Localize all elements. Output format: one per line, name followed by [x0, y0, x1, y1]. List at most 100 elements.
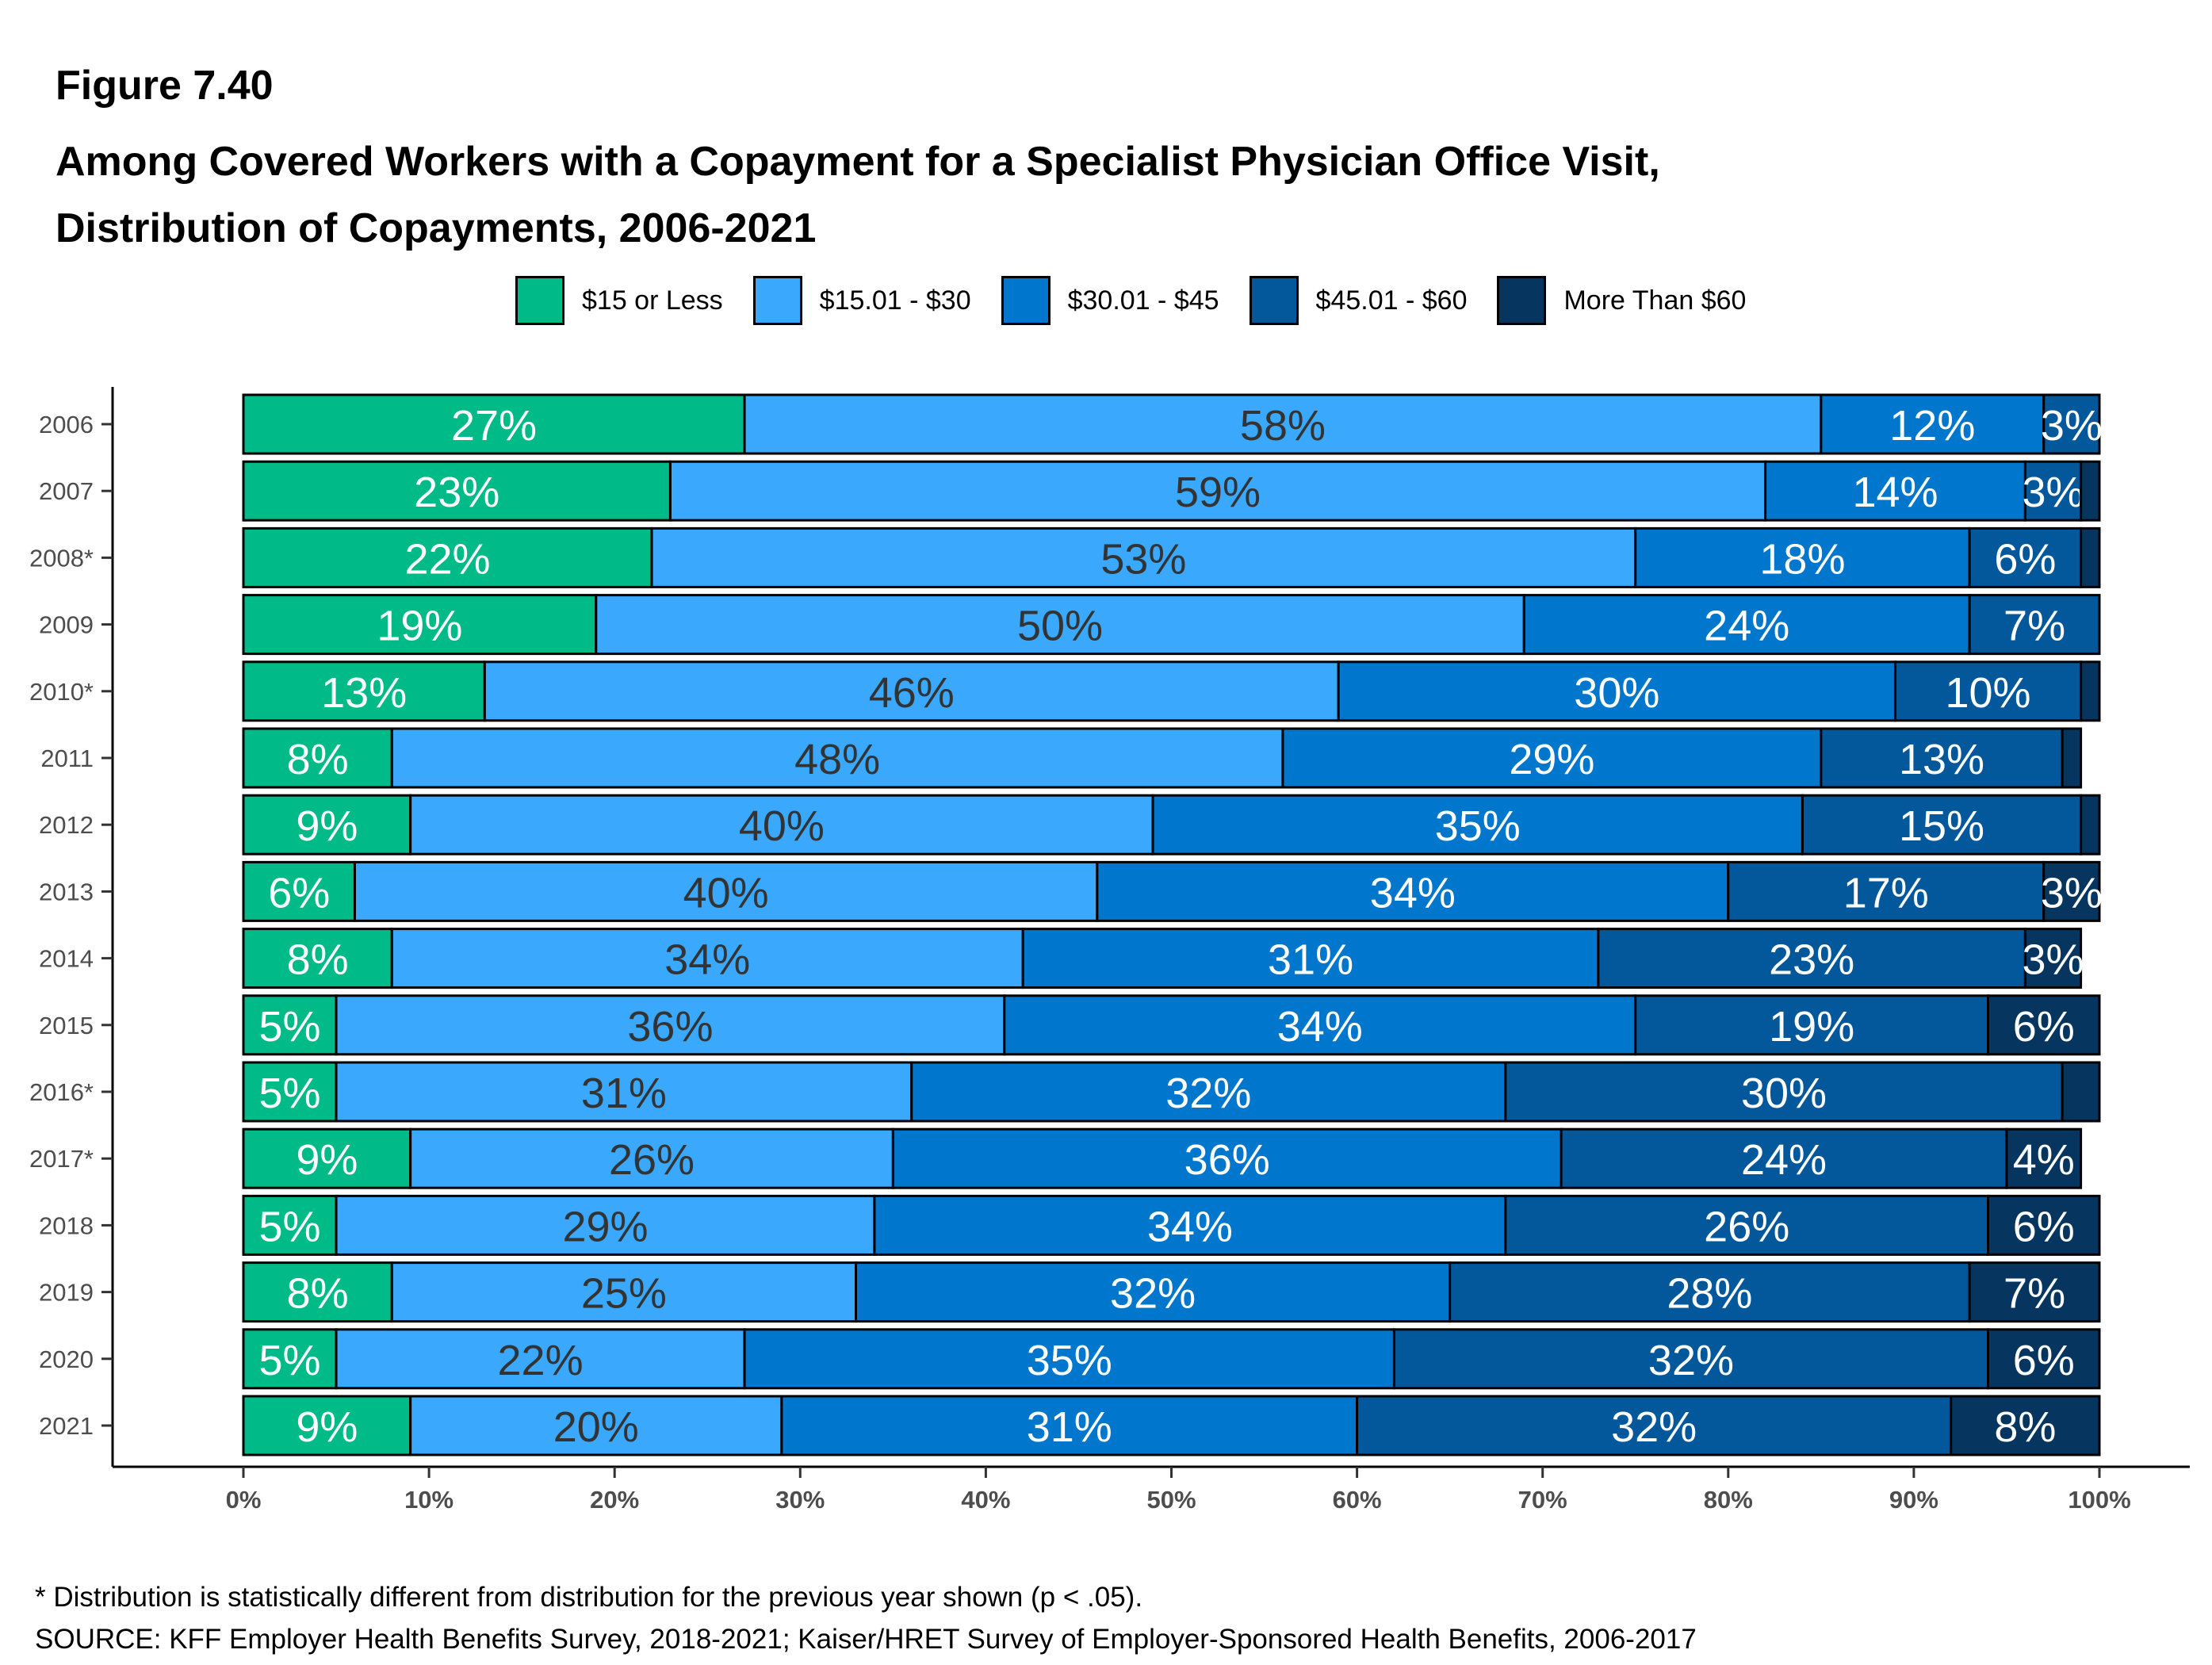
y-tick-label: 2016* [29, 1078, 94, 1106]
bar-segment [409, 1395, 783, 1456]
bar-data-label: 5% [259, 1203, 321, 1250]
y-tick-label: 2010* [29, 678, 94, 706]
bar-segment [668, 460, 1767, 522]
bar-segment [1968, 594, 2101, 656]
bar-segment [242, 860, 356, 922]
bar-data-label: 36% [1184, 1136, 1270, 1184]
y-tick-label: 2011 [40, 744, 94, 772]
bar-data-label: 32% [1648, 1337, 1734, 1384]
bar-segment [335, 1061, 913, 1123]
x-tick-label: 0% [226, 1486, 262, 1514]
bar-segment [1987, 1194, 2101, 1256]
y-tick-label: 2007 [39, 477, 94, 505]
legend-item: $15.01 - $30 [752, 276, 971, 325]
y-tick-label: 2013 [39, 878, 94, 905]
bar-data-label: 19% [1769, 1003, 1854, 1051]
bar-data-label: 5% [259, 1070, 321, 1117]
bar-segment [1764, 460, 2026, 522]
legend-item: $15 or Less [515, 276, 723, 325]
bar-segment [1021, 928, 1600, 989]
bar-segment [1504, 1061, 2064, 1123]
bar-segment [242, 660, 486, 722]
bar-data-label: 31% [1268, 936, 1353, 984]
bar-data-label: 8% [287, 736, 349, 783]
bar-data-label: 3% [2041, 869, 2103, 917]
x-tick-label: 40% [961, 1486, 1010, 1514]
legend-label: $15 or Less [582, 285, 723, 316]
bar-data-label: 3% [2041, 402, 2103, 450]
bar-data-label: 5% [259, 1337, 321, 1384]
y-tick-label: 2018 [39, 1211, 94, 1239]
bar-data-label: 23% [1769, 936, 1854, 984]
bar-segment [1337, 660, 1896, 722]
bar-segment [2080, 526, 2101, 588]
y-tick-label: 2015 [39, 1012, 94, 1039]
bar-data-label: 19% [377, 603, 462, 650]
bar-data-label: 53% [1100, 535, 1186, 583]
legend-item: $30.01 - $45 [1001, 276, 1219, 325]
bar-segment [242, 1194, 338, 1256]
bar-data-label: 7% [2003, 1270, 2065, 1318]
bar-segment [242, 526, 653, 588]
bar-segment [1801, 794, 2083, 855]
x-tick-label: 20% [590, 1486, 639, 1514]
x-tick-label: 60% [1333, 1486, 1382, 1514]
bar-segment [1356, 1395, 1953, 1456]
bar-segment [242, 460, 672, 522]
chart-title-line-1: Among Covered Workers with a Copayment f… [55, 139, 1660, 185]
source-note: SOURCE: KFF Employer Health Benefits Sur… [35, 1624, 1697, 1655]
bar-data-label: 34% [1147, 1203, 1233, 1250]
y-tick-label: 2012 [39, 811, 94, 839]
bar-data-label: 22% [404, 535, 490, 583]
bar-data-label: 32% [1611, 1403, 1697, 1451]
bar-segment [2080, 460, 2101, 522]
bar-segment [335, 1328, 746, 1390]
bar-segment [780, 1395, 1359, 1456]
bar-data-label: 35% [1027, 1337, 1112, 1384]
bar-data-label: 29% [1509, 736, 1594, 783]
x-tick-label: 70% [1518, 1486, 1567, 1514]
bar-data-label: 25% [581, 1270, 667, 1318]
chart-legend: $15 or Less $15.01 - $30 $30.01 - $45 $45.0… [515, 276, 1776, 325]
bar-data-label: 22% [498, 1337, 584, 1384]
legend-swatch [752, 276, 802, 325]
bar-data-label: 7% [2003, 603, 2065, 650]
bar-data-label: 13% [1899, 736, 1984, 783]
y-tick-label: 2017* [29, 1145, 94, 1173]
bar-segment [1151, 794, 1804, 855]
bar-data-label: 6% [2013, 1203, 2075, 1250]
bar-data-label: 8% [1994, 1403, 2056, 1451]
bar-data-label: 40% [683, 869, 769, 917]
bar-data-label: 59% [1175, 469, 1261, 516]
bar-segment [1096, 860, 1730, 922]
y-tick-label: 2021 [39, 1412, 94, 1440]
bar-data-label: 17% [1843, 869, 1929, 917]
bar-data-label: 36% [627, 1003, 713, 1051]
bar-segment [1820, 393, 2046, 455]
bar-data-label: 34% [1370, 869, 1456, 917]
bar-segment [1281, 727, 1823, 789]
y-tick-label: 2009 [39, 611, 94, 639]
bar-segment [1950, 1395, 2101, 1456]
bar-data-label: 26% [609, 1136, 695, 1184]
bar-data-label: 20% [553, 1403, 639, 1451]
bar-data-label: 14% [1852, 469, 1938, 516]
bar-segment [2080, 660, 2101, 722]
legend-swatch [1249, 276, 1299, 325]
x-tick-label: 90% [1889, 1486, 1938, 1514]
bar-data-label: 3% [2022, 469, 2084, 516]
bar-segment [2080, 794, 2101, 855]
legend-item: $45.01 - $60 [1249, 276, 1467, 325]
legend-swatch [1001, 276, 1051, 325]
bar-segment [242, 994, 338, 1056]
bar-segment [242, 727, 393, 789]
bar-segment [2061, 1061, 2101, 1123]
bar-segment [242, 1261, 393, 1323]
chart-title: Among Covered Workers with a Copayment f… [55, 128, 2117, 262]
bar-segment [891, 1127, 1563, 1189]
bar-data-label: 24% [1704, 603, 1789, 650]
bar-data-label: 6% [2013, 1337, 2075, 1384]
bar-data-label: 5% [259, 1003, 321, 1051]
bar-segment [743, 393, 1823, 455]
bar-segment [2005, 1127, 2083, 1189]
